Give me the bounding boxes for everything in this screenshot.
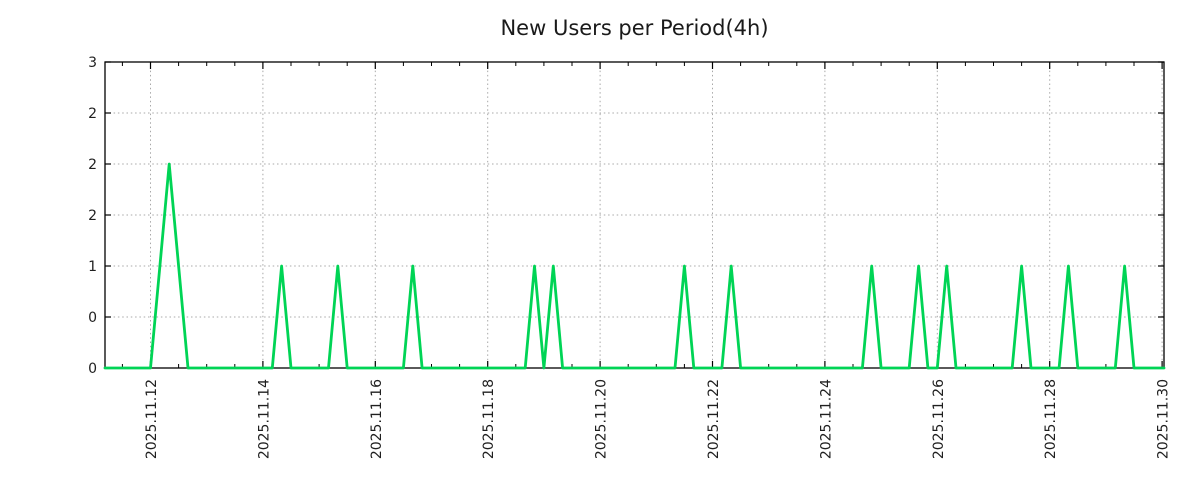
y-tick-label: 2 [88, 157, 97, 173]
x-tick-label: 2025.11.18 [481, 379, 497, 459]
y-tick-label: 1 [88, 259, 97, 275]
x-tick-label: 2025.11.28 [1043, 379, 1059, 459]
x-tick-label: 2025.11.26 [931, 379, 947, 459]
x-tick-label: 2025.11.22 [706, 379, 722, 459]
x-tick-label: 2025.11.20 [594, 379, 610, 459]
x-tick-label: 2025.11.16 [369, 379, 385, 459]
y-tick-label: 2 [88, 208, 97, 224]
y-tick-label: 2 [88, 106, 97, 122]
x-tick-label: 2025.11.12 [144, 379, 160, 459]
y-tick-label: 3 [88, 55, 97, 71]
x-tick-label: 2025.11.24 [818, 379, 834, 459]
chart-title: New Users per Period(4h) [500, 16, 769, 40]
x-tick-label: 2025.11.30 [1156, 379, 1172, 459]
y-tick-label: 0 [88, 361, 97, 377]
x-tick-label: 2025.11.14 [256, 379, 272, 459]
y-tick-label: 0 [88, 310, 97, 326]
series-line-new-users [103, 162, 1166, 370]
